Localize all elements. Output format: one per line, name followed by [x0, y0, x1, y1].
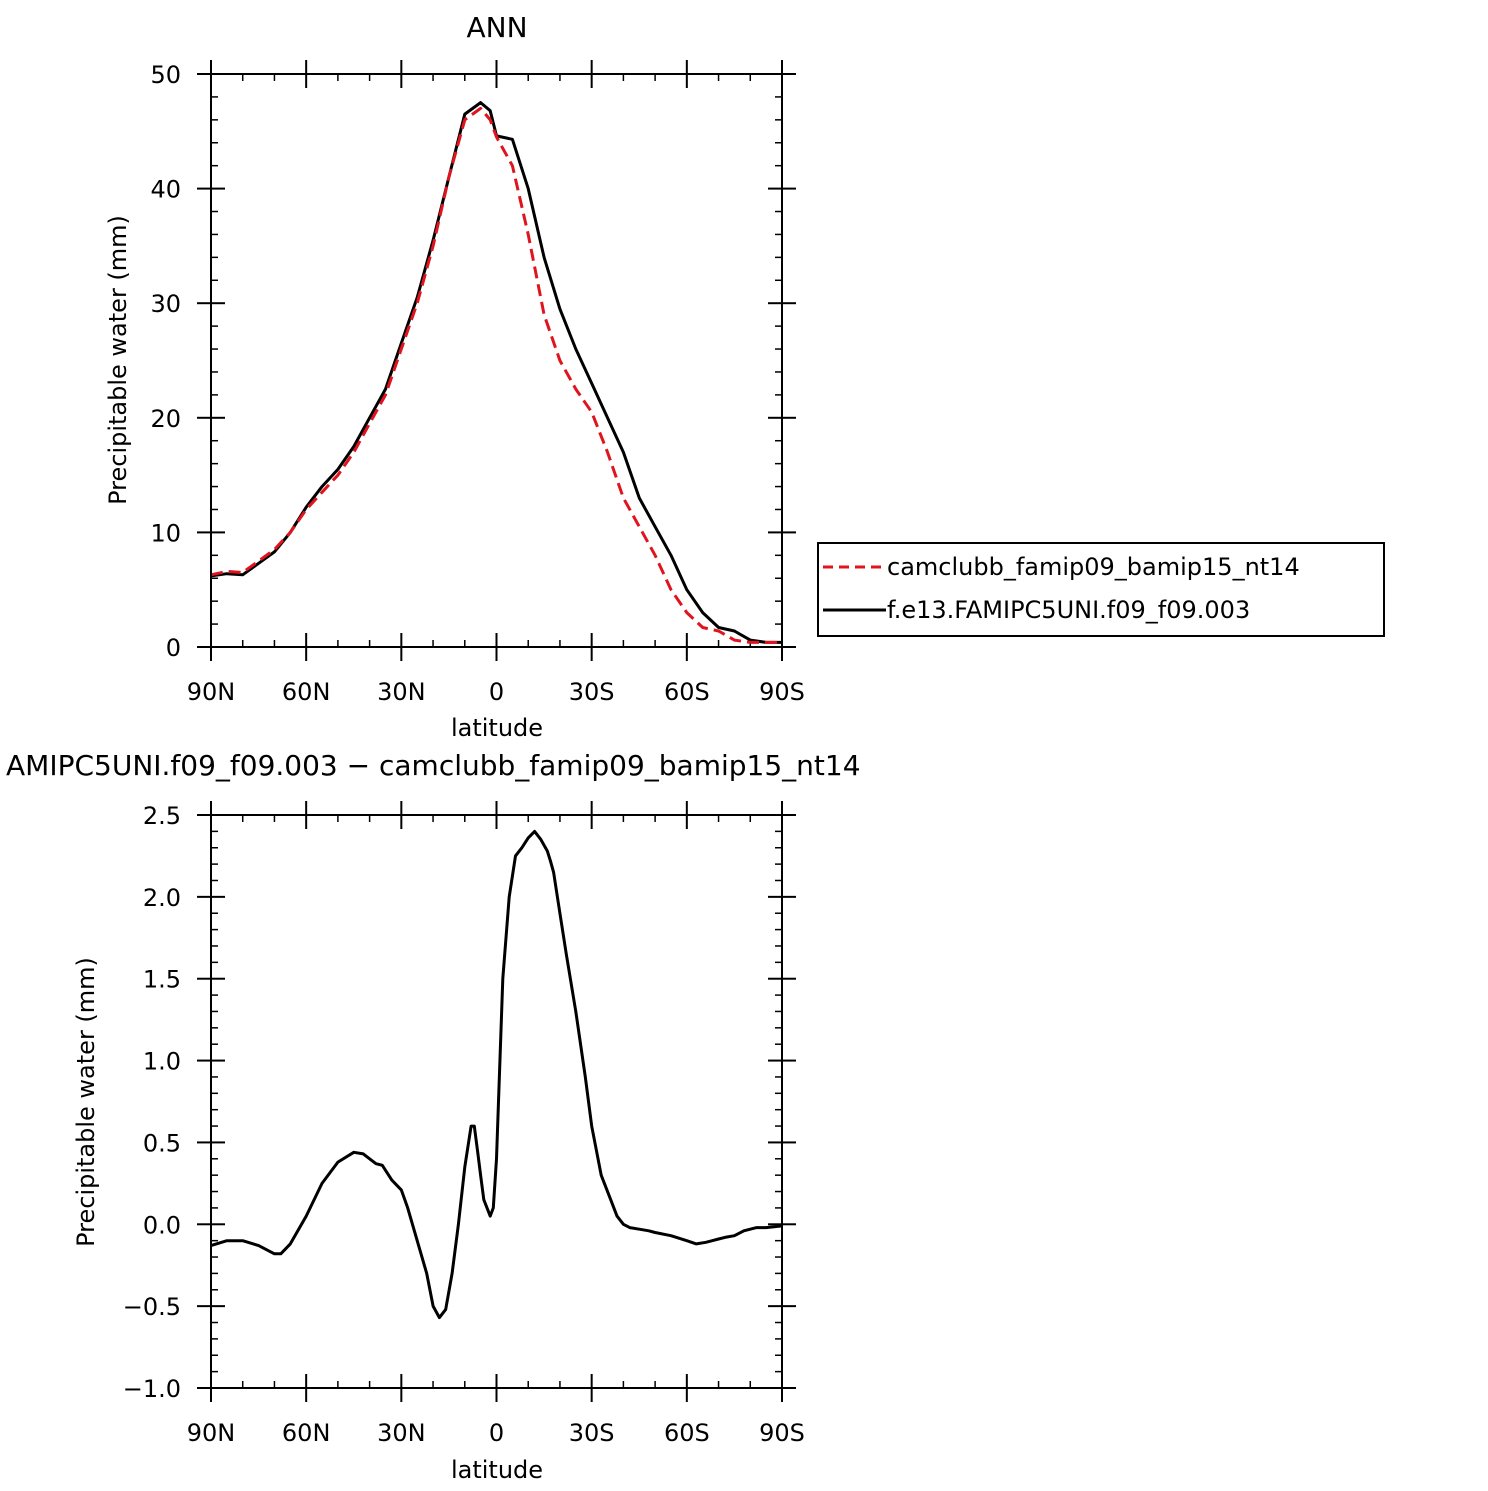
x-tick-label: 30S	[569, 1419, 615, 1447]
y-tick-label: −0.5	[123, 1293, 181, 1321]
y-tick-label: −1.0	[123, 1375, 181, 1403]
y-tick-label: 0	[166, 634, 181, 662]
legend-box	[817, 542, 1385, 637]
x-tick-label: 30S	[569, 678, 615, 706]
y-axis-label: Precipitable water (mm)	[72, 957, 100, 1247]
legend: camclubb_famip09_bamip15_nt14 f.e13.FAMI…	[817, 542, 1385, 637]
panel-difference: AMIPC5UNI.f09_f09.003 − camclubb_famip09…	[6, 749, 861, 1484]
x-axis-label: latitude	[451, 1456, 543, 1484]
series-line-difference	[210, 829, 783, 1320]
plot-frame	[210, 814, 783, 1389]
x-tick-label: 60N	[282, 1419, 331, 1447]
x-axis-label: latitude	[451, 714, 543, 742]
y-tick-label: 20	[150, 405, 181, 433]
y-tick-label: 2.0	[143, 884, 181, 912]
panel-title: AMIPC5UNI.f09_f09.003 − camclubb_famip09…	[6, 749, 861, 782]
x-tick-label: 90S	[759, 1419, 805, 1447]
ticks: 90N 60N 30N 0 30S 60S 90S 0 10 20 30 40 50	[150, 60, 805, 706]
x-tick-label: 30N	[377, 678, 426, 706]
x-tick-label: 0	[489, 1419, 504, 1447]
x-tick-label: 60S	[664, 678, 710, 706]
y-tick-label: 40	[150, 176, 181, 204]
y-tick-label: 30	[150, 290, 181, 318]
x-tick-label: 0	[489, 678, 504, 706]
series-line-ref	[210, 106, 782, 644]
y-tick-label: 0.5	[143, 1129, 181, 1157]
panel-title: ANN	[466, 11, 527, 44]
y-tick-label: 0.0	[143, 1211, 181, 1239]
y-tick-label: 50	[150, 61, 181, 89]
x-tick-label: 30N	[377, 1419, 426, 1447]
legend-label-model: f.e13.FAMIPC5UNI.f09_f09.003	[887, 596, 1250, 624]
x-tick-label: 90S	[759, 678, 805, 706]
legend-label-ref: camclubb_famip09_bamip15_nt14	[887, 553, 1300, 581]
x-tick-label: 60S	[664, 1419, 710, 1447]
series-lines	[210, 829, 783, 1320]
y-tick-label: 1.0	[143, 1048, 181, 1076]
series-lines	[210, 101, 782, 644]
y-tick-label: 1.5	[143, 966, 181, 994]
x-tick-label: 60N	[282, 678, 331, 706]
ticks: 90N 60N 30N 0 30S 60S 90S −1.0 −0.5 0.0 0.5 1.0 1.5 2…	[123, 801, 805, 1447]
plot-frame	[210, 73, 783, 648]
panel-annual-mean: ANN 90N 60N 30N 0 30S 60S 90S 0 10 20 30 40 50 latit…	[104, 11, 1385, 742]
y-axis-label: Precipitable water (mm)	[104, 215, 132, 505]
x-tick-label: 90N	[187, 678, 236, 706]
y-tick-label: 10	[150, 519, 181, 547]
y-tick-label: 2.5	[143, 802, 181, 830]
series-line-model	[210, 101, 782, 644]
x-tick-label: 90N	[187, 1419, 236, 1447]
